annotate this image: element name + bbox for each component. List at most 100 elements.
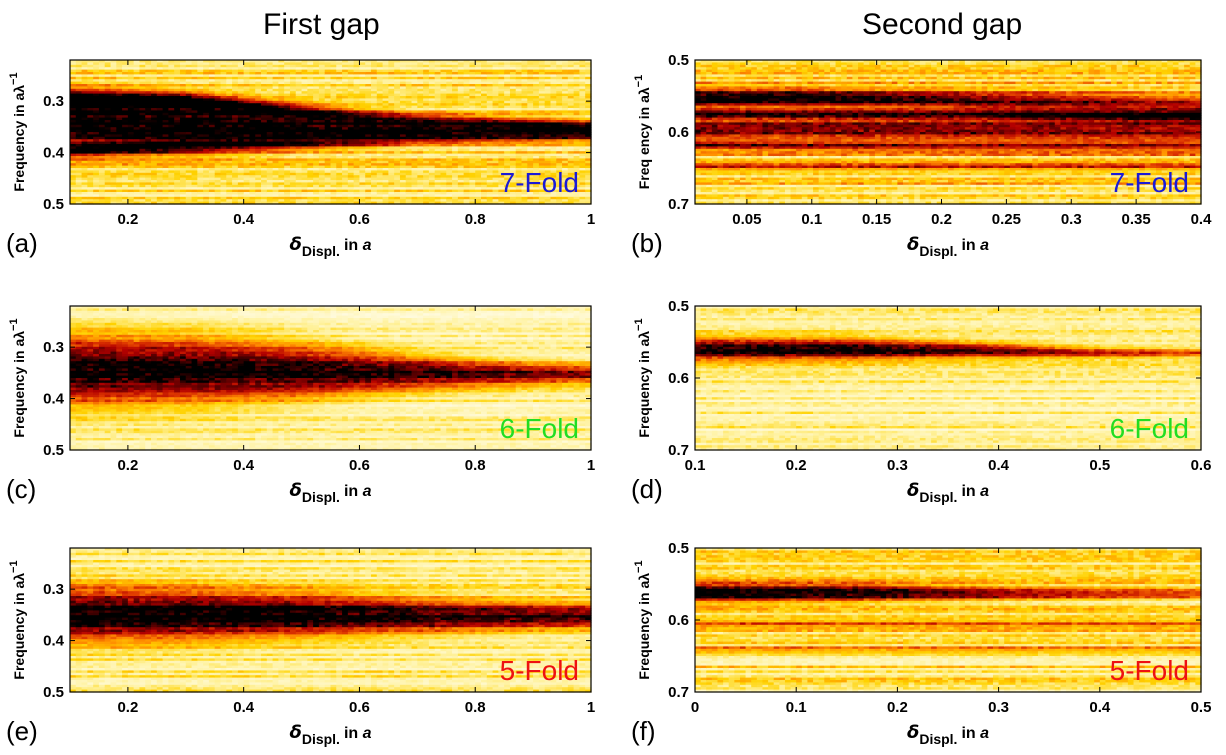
heatmap-cell [139,172,146,176]
heatmap-cell [98,156,106,159]
heatmap-cell [168,158,175,162]
heatmap-cell [70,105,77,109]
heatmap-cell [87,91,94,95]
heatmap-cell [272,156,279,159]
heatmap-cell [145,96,152,99]
heatmap-cell [255,136,262,140]
heatmap-cell [289,158,297,162]
heatmap-cell [104,144,112,147]
heatmap-cell [133,192,141,195]
heatmap-cell [307,151,314,155]
heatmap-cell [145,187,152,191]
heatmap-cell [133,79,141,83]
heatmap-cell [266,156,274,159]
heatmap-cell [70,86,77,90]
heatmap-cell [174,60,181,63]
heatmap-cell [307,98,314,102]
heatmap-cell [75,192,83,195]
heatmap-cell [307,88,314,92]
heatmap-cell [232,170,239,174]
heatmap-cell [255,117,262,121]
heatmap-cell [139,62,146,66]
heatmap-cell [255,184,262,188]
heatmap-cell [220,148,227,152]
heatmap-cell [232,160,239,164]
heatmap-cell [139,110,146,114]
heatmap-cell [139,201,146,205]
heatmap-cell [93,194,100,198]
heatmap-cell [214,177,222,181]
heatmap-cell [278,184,285,188]
heatmap-cell [174,141,181,145]
heatmap-cell [174,172,181,176]
heatmap-cell [266,194,274,198]
heatmap-cell [87,139,94,143]
heatmap-cell [75,158,83,162]
heatmap-cell [191,201,198,205]
heatmap-cell [70,134,77,138]
heatmap-cell [203,175,210,179]
heatmap-cell [145,88,152,92]
heatmap-cell [232,146,239,150]
heatmap-cell [139,100,146,104]
heatmap-cell [266,110,274,114]
heatmap-cell [203,120,210,123]
heatmap-cell [179,192,187,195]
heatmap-cell [278,110,285,114]
heatmap-cell [237,199,245,203]
heatmap-cell [284,136,291,140]
heatmap-cell [75,88,83,92]
heatmap-cell [87,201,94,205]
heatmap-cell [243,141,251,145]
heatmap-cell [156,64,164,68]
heatmap-cell [237,151,245,155]
heatmap-cell [81,127,88,131]
heatmap-cell [93,72,100,75]
heatmap-cell [278,151,285,155]
heatmap-cell [266,134,274,138]
heatmap-cell [98,117,106,121]
heatmap-cell [232,74,239,78]
heatmap-cell [249,180,256,183]
heatmap-cell [127,187,135,191]
heatmap-cell [185,136,193,140]
heatmap-cell [255,124,262,128]
heatmap-cell [139,103,146,107]
heatmap-cell [295,192,303,195]
heatmap-cell [220,182,227,186]
heatmap-cell [261,110,268,114]
heatmap-cell [93,98,100,102]
heatmap-cell [255,175,262,179]
heatmap-cell [289,91,297,95]
heatmap-cell [266,192,274,195]
heatmap-cell [243,112,251,116]
heatmap-cell [266,196,274,200]
heatmap-cell [237,67,245,71]
heatmap-cell [122,134,129,138]
heatmap-cell [289,156,297,159]
heatmap-cell [214,160,222,164]
heatmap-cell [226,182,233,186]
heatmap-cell [220,69,227,73]
heatmap-cell [226,98,233,102]
heatmap-cell [232,105,239,109]
heatmap-cell [139,122,146,126]
heatmap-cell [237,84,245,87]
heatmap-cell [214,182,222,186]
heatmap-cell [145,156,152,159]
heatmap-cell [87,192,94,195]
heatmap-cell [272,91,279,95]
heatmap-cell [249,91,256,95]
heatmap-cell [249,81,256,85]
heatmap-cell [289,168,297,171]
heatmap-cell [272,76,279,80]
heatmap-cell [87,170,94,174]
heatmap-cell [226,120,233,123]
heatmap-cell [307,196,314,200]
heatmap-cell [93,122,100,126]
heatmap-cell [261,115,268,119]
heatmap-cell [255,81,262,85]
heatmap-cell [139,148,146,152]
heatmap-cell [278,158,285,162]
heatmap-cell [133,96,141,99]
